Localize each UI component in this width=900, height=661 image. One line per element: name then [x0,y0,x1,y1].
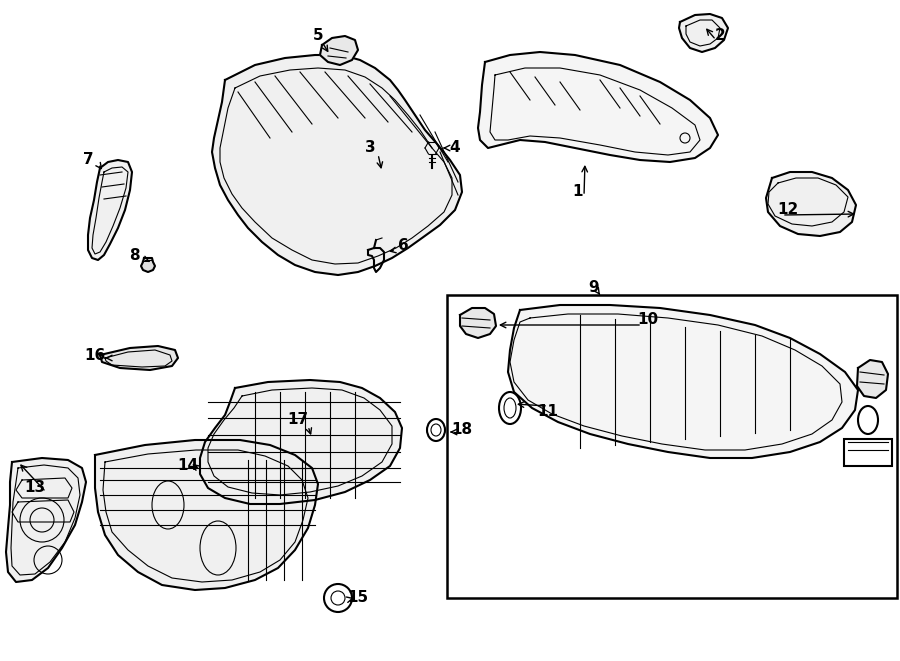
Text: 2: 2 [715,28,725,44]
Polygon shape [95,440,318,590]
Polygon shape [141,258,155,272]
Text: 1: 1 [572,184,583,200]
Text: 15: 15 [347,590,369,605]
Text: 4: 4 [450,141,460,155]
Polygon shape [212,55,462,275]
Polygon shape [88,160,132,260]
Text: 17: 17 [287,412,309,428]
Polygon shape [508,305,858,458]
Polygon shape [460,308,496,338]
Text: 18: 18 [452,422,472,438]
Text: 7: 7 [83,153,94,167]
Text: 14: 14 [177,459,199,473]
Polygon shape [478,52,718,162]
Polygon shape [766,172,856,236]
Polygon shape [200,380,402,504]
Text: 6: 6 [398,239,409,254]
Polygon shape [6,458,86,582]
Polygon shape [320,36,358,65]
Text: 13: 13 [24,481,46,496]
Polygon shape [100,346,178,370]
Text: 8: 8 [129,249,140,264]
FancyBboxPatch shape [844,439,892,466]
Polygon shape [857,360,888,398]
Text: 10: 10 [637,313,659,327]
Bar [447,295,897,598]
Text: 12: 12 [778,202,798,217]
Text: 3: 3 [364,141,375,155]
Text: 11: 11 [537,405,559,420]
Text: 9: 9 [589,280,599,295]
Text: 5: 5 [312,28,323,44]
Text: 16: 16 [85,348,105,362]
Polygon shape [679,14,728,52]
